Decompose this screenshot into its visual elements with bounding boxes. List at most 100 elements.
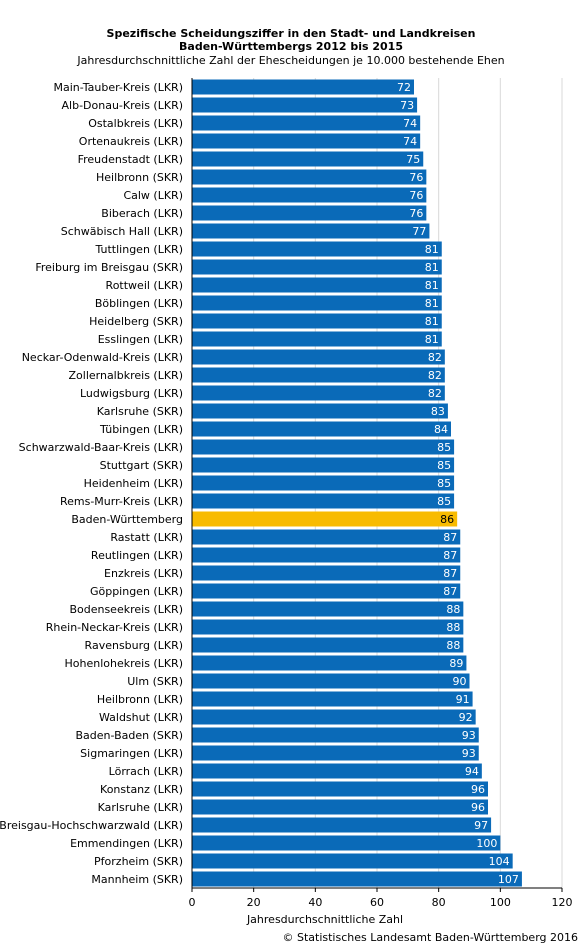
category-label-15: Neckar-Odenwald-Kreis (LKR) xyxy=(22,351,183,364)
bar-42 xyxy=(192,835,501,851)
value-label-31: 88 xyxy=(446,639,460,652)
category-label-18: Karlsruhe (SKR) xyxy=(97,405,183,418)
value-label-6: 76 xyxy=(409,189,423,202)
x-axis-title: Jahresdurchschnittliche Zahl xyxy=(246,913,403,926)
value-label-42: 100 xyxy=(476,837,497,850)
value-label-26: 87 xyxy=(443,549,457,562)
value-label-36: 93 xyxy=(462,729,476,742)
bar-9 xyxy=(192,241,442,257)
bar-25 xyxy=(192,529,461,545)
category-label-34: Heilbronn (LKR) xyxy=(97,693,183,706)
bar-33 xyxy=(192,673,470,689)
category-label-32: Hohenlohekreis (LKR) xyxy=(64,657,183,670)
value-label-44: 107 xyxy=(498,873,519,886)
bar-15 xyxy=(192,349,445,365)
x-tick-label-0: 0 xyxy=(189,896,196,909)
category-label-25: Rastatt (LKR) xyxy=(110,531,183,544)
value-label-23: 85 xyxy=(437,495,451,508)
chart-subtitle: Jahresdurchschnittliche Zahl der Ehesche… xyxy=(77,54,505,67)
bar-43 xyxy=(192,853,513,869)
value-label-35: 92 xyxy=(459,711,473,724)
x-tick-label-60: 60 xyxy=(370,896,384,909)
bar-8 xyxy=(192,223,430,239)
bar-31 xyxy=(192,637,464,653)
value-label-15: 82 xyxy=(428,351,442,364)
value-label-20: 85 xyxy=(437,441,451,454)
category-label-11: Rottweil (LKR) xyxy=(106,279,183,292)
value-label-9: 81 xyxy=(425,243,439,256)
category-label-13: Heidelberg (SKR) xyxy=(89,315,183,328)
value-label-17: 82 xyxy=(428,387,442,400)
value-label-29: 88 xyxy=(446,603,460,616)
bar-41 xyxy=(192,817,492,833)
value-label-22: 85 xyxy=(437,477,451,490)
chart-title-line-1: Spezifische Scheidungsziffer in den Stad… xyxy=(106,27,476,40)
category-label-31: Ravensburg (LKR) xyxy=(85,639,183,652)
value-label-19: 84 xyxy=(434,423,448,436)
category-label-37: Sigmaringen (LKR) xyxy=(80,747,183,760)
category-label-33: Ulm (SKR) xyxy=(127,675,183,688)
bar-44 xyxy=(192,871,522,887)
bar-39 xyxy=(192,781,488,797)
value-label-12: 81 xyxy=(425,297,439,310)
value-label-32: 89 xyxy=(449,657,463,670)
bar-12 xyxy=(192,295,442,311)
bar-18 xyxy=(192,403,448,419)
bar-2 xyxy=(192,115,421,131)
category-label-42: Emmendingen (LKR) xyxy=(70,837,183,850)
bar-1 xyxy=(192,97,418,113)
bar-29 xyxy=(192,601,464,617)
category-label-35: Waldshut (LKR) xyxy=(99,711,183,724)
bar-14 xyxy=(192,331,442,347)
value-label-27: 87 xyxy=(443,567,457,580)
category-label-21: Stuttgart (SKR) xyxy=(100,459,183,472)
bar-11 xyxy=(192,277,442,293)
category-label-20: Schwarzwald-Baar-Kreis (LKR) xyxy=(19,441,183,454)
bar-20 xyxy=(192,439,455,455)
bar-4 xyxy=(192,151,424,167)
bar-10 xyxy=(192,259,442,275)
value-label-33: 90 xyxy=(453,675,467,688)
bar-22 xyxy=(192,475,455,491)
category-label-1: Alb-Donau-Kreis (LKR) xyxy=(62,99,184,112)
value-label-16: 82 xyxy=(428,369,442,382)
category-label-2: Ostalbkreis (LKR) xyxy=(88,117,183,130)
bar-27 xyxy=(192,565,461,581)
category-label-14: Esslingen (LKR) xyxy=(98,333,183,346)
bar-24 xyxy=(192,511,458,527)
bar-6 xyxy=(192,187,427,203)
value-label-41: 97 xyxy=(474,819,488,832)
bar-7 xyxy=(192,205,427,221)
value-label-24: 86 xyxy=(440,513,454,526)
category-label-44: Mannheim (SKR) xyxy=(91,873,183,886)
category-label-29: Bodenseekreis (LKR) xyxy=(69,603,183,616)
value-label-18: 83 xyxy=(431,405,445,418)
category-label-38: Lörrach (LKR) xyxy=(109,765,183,778)
bar-21 xyxy=(192,457,455,473)
category-label-3: Ortenaukreis (LKR) xyxy=(79,135,183,148)
category-label-39: Konstanz (LKR) xyxy=(100,783,183,796)
bar-38 xyxy=(192,763,482,779)
value-label-2: 74 xyxy=(403,117,417,130)
category-label-23: Rems-Murr-Kreis (LKR) xyxy=(60,495,183,508)
category-label-40: Karlsruhe (LKR) xyxy=(98,801,183,814)
value-label-34: 91 xyxy=(456,693,470,706)
value-label-11: 81 xyxy=(425,279,439,292)
value-label-8: 77 xyxy=(412,225,426,238)
x-tick-label-120: 120 xyxy=(552,896,573,909)
category-label-36: Baden-Baden (SKR) xyxy=(75,729,183,742)
bar-28 xyxy=(192,583,461,599)
category-label-24: Baden-Württemberg xyxy=(71,513,183,526)
category-label-22: Heidenheim (LKR) xyxy=(84,477,183,490)
category-label-41: Breisgau-Hochschwarzwald (LKR) xyxy=(0,819,183,832)
category-label-26: Reutlingen (LKR) xyxy=(91,549,183,562)
value-label-25: 87 xyxy=(443,531,457,544)
value-label-1: 73 xyxy=(400,99,414,112)
category-label-12: Böblingen (LKR) xyxy=(95,297,183,310)
category-label-8: Schwäbisch Hall (LKR) xyxy=(61,225,183,238)
bar-13 xyxy=(192,313,442,329)
category-label-27: Enzkreis (LKR) xyxy=(104,567,183,580)
value-label-13: 81 xyxy=(425,315,439,328)
bar-3 xyxy=(192,133,421,149)
